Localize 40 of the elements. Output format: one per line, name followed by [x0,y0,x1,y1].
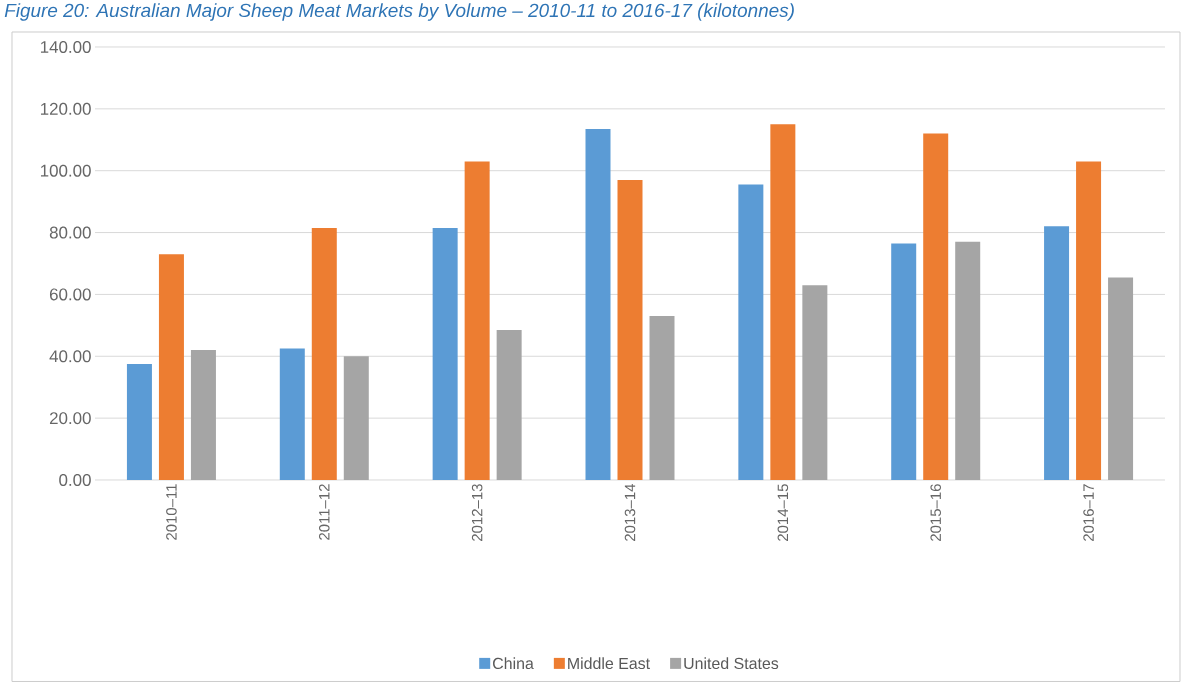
y-tick-label: 0.00 [59,473,91,486]
bar [1108,277,1134,480]
legend-label: United States [684,657,779,670]
bar [311,227,337,480]
y-tick-label: 60.00 [49,288,91,301]
bar [617,179,643,480]
chart-title: Figure 20: Australian Major Sheep Meat Markets by Volume – 2010-11 to 2016-17 (kilotonnes) [4,3,794,21]
bar [923,133,949,480]
y-tick-label: 40.00 [49,350,91,363]
x-tick-label: 2016–17 [1083,484,1094,541]
bar [802,285,828,480]
y-tick-label: 80.00 [49,226,91,239]
bar [190,350,216,480]
bar [158,254,184,480]
x-tick-label: 2011–12 [319,484,330,540]
bar [496,329,522,480]
bar [432,227,458,480]
bar [126,364,152,480]
bar [649,316,675,480]
bar [955,241,981,480]
x-tick-label: 2012–13 [471,484,483,541]
bar [585,128,611,480]
bar [1044,226,1070,480]
x-tick-label: 2010–11 [166,484,177,540]
x-tick-label: 2014–15 [777,484,789,541]
y-tick-label: 20.00 [49,412,91,425]
x-tick-label: 2013–14 [624,483,636,541]
bar [770,124,796,480]
bar [343,356,369,480]
legend-label: China [493,657,534,670]
bar [464,161,490,480]
bar [1076,161,1102,480]
bar [738,184,764,480]
x-tick-label: 2015–16 [930,484,941,541]
y-tick-label: 100.00 [40,164,91,177]
y-tick-label: 140.00 [40,40,91,53]
y-tick-label: 120.00 [40,102,91,115]
bar [891,243,917,480]
legend-label: Middle East [568,657,650,670]
bar [279,348,305,480]
